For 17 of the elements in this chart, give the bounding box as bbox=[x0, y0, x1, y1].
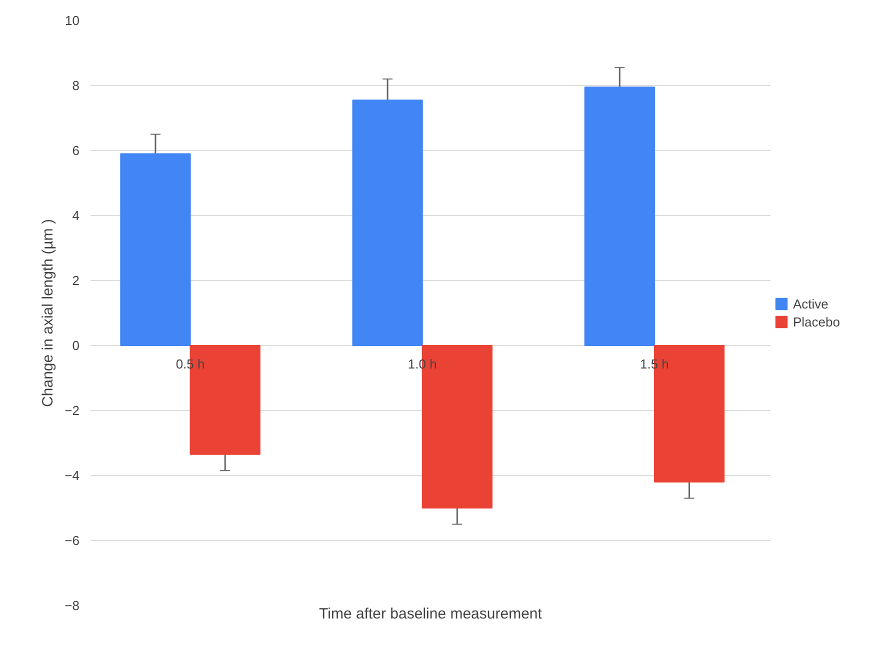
legend-label: Placebo bbox=[793, 314, 840, 329]
y-tick-label: −8 bbox=[64, 598, 80, 613]
bar bbox=[120, 153, 191, 346]
y-tick-label: 6 bbox=[72, 143, 80, 158]
y-tick-label: −4 bbox=[64, 468, 80, 483]
y-tick-label: −6 bbox=[64, 533, 80, 548]
y-tick-label: 10 bbox=[65, 13, 80, 28]
y-tick-label: 2 bbox=[72, 273, 80, 288]
y-tick-label: 0 bbox=[72, 338, 80, 353]
bar bbox=[352, 100, 423, 346]
y-tick-label: 4 bbox=[72, 208, 80, 223]
x-axis-title: Time after baseline measurement bbox=[319, 606, 543, 622]
y-tick-label: 8 bbox=[72, 78, 80, 93]
legend-label: Active bbox=[793, 296, 828, 311]
bar bbox=[584, 86, 655, 346]
y-axis-title: Change in axial length (µm ) bbox=[40, 219, 57, 407]
y-tick-label: −2 bbox=[64, 403, 80, 418]
